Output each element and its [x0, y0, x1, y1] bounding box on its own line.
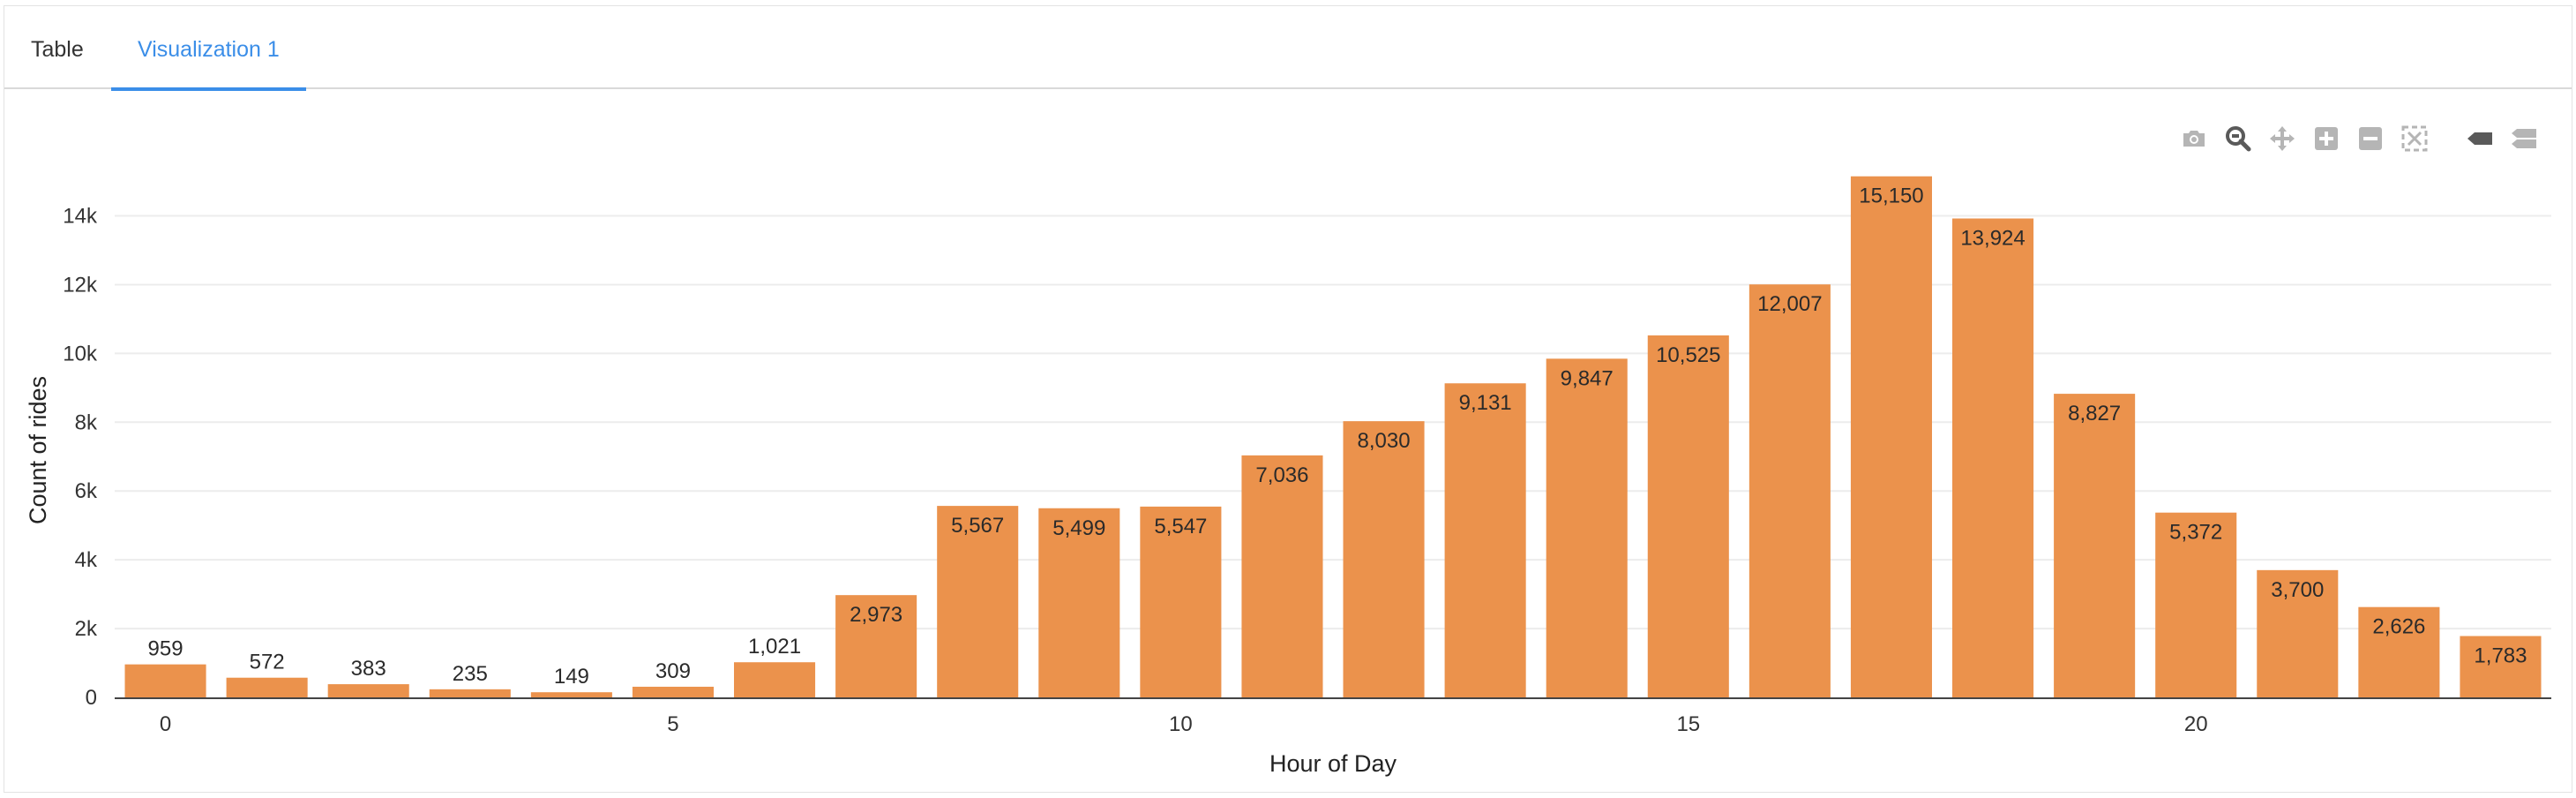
bar-data-label: 2,973 [850, 603, 902, 627]
bar-data-label: 9,131 [1459, 391, 1512, 415]
bar-data-label: 1,021 [748, 635, 801, 659]
tab-visualization-1[interactable]: Visualization 1 [111, 6, 306, 91]
bar [2054, 394, 2136, 697]
bar-data-label: 10,525 [1656, 343, 1720, 367]
bar-data-label: 5,567 [951, 514, 1004, 538]
bar [124, 664, 206, 697]
bar [429, 689, 511, 697]
x-tick-label: 15 [1676, 712, 1700, 736]
bar-data-label: 15,150 [1859, 184, 1923, 208]
bar [1241, 455, 1323, 697]
y-tick-label: 8k [75, 410, 98, 434]
bar-data-label: 959 [148, 637, 183, 661]
bar [835, 595, 917, 697]
bar [1850, 176, 1932, 698]
bar-data-label: 1,783 [2474, 644, 2527, 668]
bar-data-label: 8,030 [1358, 429, 1411, 453]
autoscale-icon[interactable] [2399, 123, 2430, 154]
bar-data-label: 5,499 [1052, 516, 1105, 540]
bar-data-label: 8,827 [2068, 402, 2121, 425]
tab-table[interactable]: Table [31, 37, 84, 62]
bar-data-label: 383 [351, 657, 386, 681]
bar [1444, 383, 1526, 697]
bar-data-label: 235 [453, 662, 488, 686]
y-tick-label: 2k [75, 617, 98, 641]
bar [327, 684, 409, 697]
bar [2155, 512, 2237, 697]
bar [1749, 284, 1831, 697]
x-tick-label: 0 [160, 712, 171, 736]
compare-hover-icon[interactable] [2508, 123, 2540, 154]
bar-data-label: 9,847 [1561, 366, 1614, 390]
pan-icon[interactable] [2266, 123, 2298, 154]
y-tick-label: 0 [86, 686, 97, 710]
bar [1647, 335, 1729, 697]
bar-data-label: 12,007 [1757, 292, 1822, 316]
bar-data-label: 5,372 [2169, 521, 2222, 545]
bar-data-label: 2,626 [2372, 615, 2425, 639]
bar [1546, 358, 1628, 697]
x-tick-label: 10 [1169, 712, 1193, 736]
bar [1038, 508, 1120, 697]
bar [1140, 506, 1222, 697]
y-tick-label: 10k [63, 342, 98, 365]
bar-data-label: 13,924 [1960, 227, 2025, 251]
bar-data-label: 149 [554, 665, 589, 689]
y-tick-label: 6k [75, 479, 98, 503]
zoom-in-icon[interactable] [2310, 123, 2342, 154]
bar-data-label: 309 [655, 659, 691, 683]
bar-data-label: 3,700 [2271, 578, 2324, 602]
tab-bar: Table Visualization 1 [4, 6, 2572, 91]
bar-data-label: 7,036 [1255, 463, 1308, 487]
y-tick-label: 4k [75, 548, 98, 572]
bar [530, 692, 612, 697]
x-tick-label: 20 [2184, 712, 2208, 736]
bar [632, 686, 714, 697]
x-tick-label: 5 [667, 712, 678, 736]
bar-data-label: 5,547 [1154, 515, 1207, 538]
camera-icon[interactable] [2178, 123, 2210, 154]
bar [2257, 569, 2339, 697]
bar [1343, 421, 1425, 697]
bar [734, 662, 816, 697]
bar [937, 506, 1019, 697]
y-tick-label: 12k [63, 273, 98, 297]
bar [1952, 218, 2034, 698]
spike-lines-icon[interactable] [2464, 123, 2496, 154]
chart-toolbar [2178, 121, 2540, 156]
zoom-out-icon[interactable] [2355, 123, 2386, 154]
y-axis-title: Count of rides [25, 376, 51, 524]
bar [2358, 606, 2440, 697]
x-axis-title: Hour of Day [1269, 750, 1397, 777]
y-tick-label: 14k [63, 205, 98, 229]
bar-data-label: 572 [250, 651, 285, 674]
bar [2460, 636, 2542, 697]
zoom-icon[interactable] [2222, 123, 2254, 154]
bar [226, 677, 308, 697]
